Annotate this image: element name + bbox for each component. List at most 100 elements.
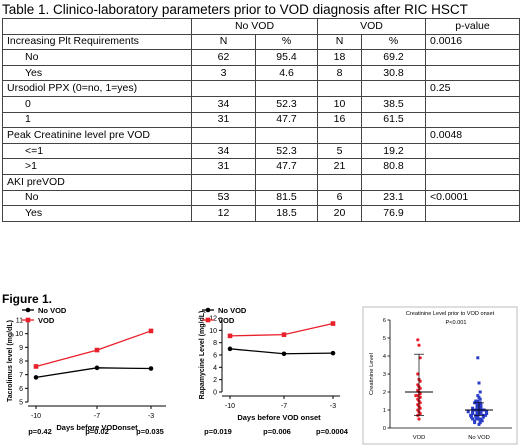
y-tick-label: 4 xyxy=(383,354,386,360)
value-cell: 80.8 xyxy=(360,158,427,175)
table-row: >1 31 47.7 21 80.8 xyxy=(2,158,520,175)
p-value-cell xyxy=(425,142,520,160)
value-cell: 12 xyxy=(191,205,256,222)
value-cell xyxy=(255,80,318,97)
value-cell: 8 xyxy=(317,64,362,82)
x-tick-label: -10 xyxy=(225,403,235,410)
no-vod-data-point xyxy=(227,346,233,352)
row-label: Increasing Plt Requirements xyxy=(2,33,192,51)
x-tick-label: -7 xyxy=(94,413,100,420)
value-cell: 21 xyxy=(317,158,362,175)
legend-label: No VOD xyxy=(38,306,67,315)
p-value-label: p=0.0004 xyxy=(316,427,349,436)
vod-data-point xyxy=(418,406,422,410)
legend-marker xyxy=(205,307,211,313)
value-cell xyxy=(191,80,256,97)
y-tick-label: 12 xyxy=(209,316,217,323)
no-vod-series-line xyxy=(35,367,152,379)
no-vod-data-point xyxy=(469,415,473,419)
p-value-label: p=0.006 xyxy=(263,427,291,436)
p-value-cell xyxy=(425,64,520,82)
no-vod-data-point xyxy=(485,410,489,414)
no-vod-data-point xyxy=(478,421,482,425)
value-cell: % xyxy=(360,33,427,51)
chart-frame xyxy=(362,306,518,445)
value-cell: 69.2 xyxy=(360,49,427,66)
y-tick-label: 5 xyxy=(19,400,23,407)
y-tick-label: 10 xyxy=(209,328,217,335)
value-cell: 10 xyxy=(317,95,362,113)
value-cell: 5 xyxy=(317,142,362,160)
row-label: <=1 xyxy=(2,142,192,160)
vod-data-point xyxy=(418,395,422,399)
no-vod-series-line xyxy=(229,348,334,355)
no-vod-data-point xyxy=(476,399,480,403)
no-vod-data-point xyxy=(33,375,39,380)
value-cell xyxy=(255,127,318,144)
no-vod-data-point xyxy=(476,415,480,419)
table-row: Yes 12 18.5 20 76.9 xyxy=(2,205,520,222)
vod-data-point xyxy=(418,392,422,396)
table-group-header-row: No VOD VOD p-value xyxy=(2,18,520,35)
no-vod-data-point xyxy=(480,419,484,423)
y-tick-label: 0 xyxy=(383,426,386,432)
p-value-cell xyxy=(425,173,520,191)
no-vod-data-point xyxy=(479,403,483,407)
table-title: Table 1. Clinico-laboratory parameters p… xyxy=(2,2,468,17)
vod-data-point xyxy=(148,328,154,334)
no-vod-data-point xyxy=(479,406,483,410)
value-cell: 23.1 xyxy=(360,189,427,207)
vod-data-point xyxy=(33,364,39,369)
legend-label: VOD xyxy=(38,316,55,325)
table-corner-cell xyxy=(2,18,192,35)
value-cell: 31 xyxy=(191,158,256,175)
value-cell: 52.3 xyxy=(255,95,318,113)
rapamycine-line-chart: 0 2 4 6 8 10 12 -10 -7 -3 Days before VOD onset Rap… xyxy=(199,306,349,436)
table-section-row: Ursodiol PPX (0=no, 1=yes) 0.25 xyxy=(2,80,520,97)
p-value-cell xyxy=(425,95,520,113)
parameters-table: No VOD VOD p-value Increasing Plt Requir… xyxy=(2,18,520,222)
vod-data-point xyxy=(414,394,418,398)
chart-title: Creatinine Level prior to VOD onset xyxy=(406,311,495,317)
figure-title: Figure 1. xyxy=(2,292,53,306)
x-tick-label: -3 xyxy=(330,403,336,410)
no-vod-data-point xyxy=(471,417,475,421)
y-tick-label: 2 xyxy=(213,377,217,384)
no-vod-data-point xyxy=(471,410,475,414)
no-vod-data-point xyxy=(478,419,482,423)
row-label: No xyxy=(2,189,192,207)
value-cell: % xyxy=(255,33,318,51)
x-axis-label: Days before VOD onset xyxy=(237,413,321,422)
p-value-cell xyxy=(425,111,520,129)
no-vod-data-point xyxy=(478,390,482,394)
table-section-row: Increasing Plt Requirements N% N% 0.0016 xyxy=(2,33,520,51)
no-vod-data-point xyxy=(477,395,481,399)
y-tick-label: 4 xyxy=(213,365,217,372)
vod-data-point xyxy=(418,379,422,383)
table-row: 0 34 52.3 10 38.5 xyxy=(2,95,520,113)
p-value-label: p=0.42 xyxy=(28,427,52,436)
no-vod-data-point xyxy=(471,412,475,416)
row-label: AKI preVOD xyxy=(2,173,192,191)
y-tick-label: 6 xyxy=(383,318,386,324)
value-cell: 19.2 xyxy=(360,142,427,160)
group-header-p-value: p-value xyxy=(425,18,520,35)
value-cell: 76.9 xyxy=(360,205,427,222)
row-label: 0 xyxy=(2,95,192,113)
value-cell: 95.4 xyxy=(255,49,318,66)
p-value-cell xyxy=(425,158,520,175)
no-vod-data-point xyxy=(475,403,479,407)
y-tick-label: 3 xyxy=(383,372,386,378)
value-cell: 30.8 xyxy=(360,64,427,82)
row-label: >1 xyxy=(2,158,192,175)
vod-data-point xyxy=(418,412,422,416)
table-section-row: Peak Creatinine level pre VOD 0.0048 xyxy=(2,127,520,144)
value-cell xyxy=(191,127,256,144)
value-cell xyxy=(360,173,427,191)
value-cell: 47.7 xyxy=(255,111,318,129)
value-cell: 34 xyxy=(191,95,256,113)
value-cell: 34 xyxy=(191,142,256,160)
y-axis-label: Rapamycine Level (mg/dL) xyxy=(199,311,206,400)
value-cell: 20 xyxy=(317,205,362,222)
no-vod-data-point xyxy=(476,394,480,398)
